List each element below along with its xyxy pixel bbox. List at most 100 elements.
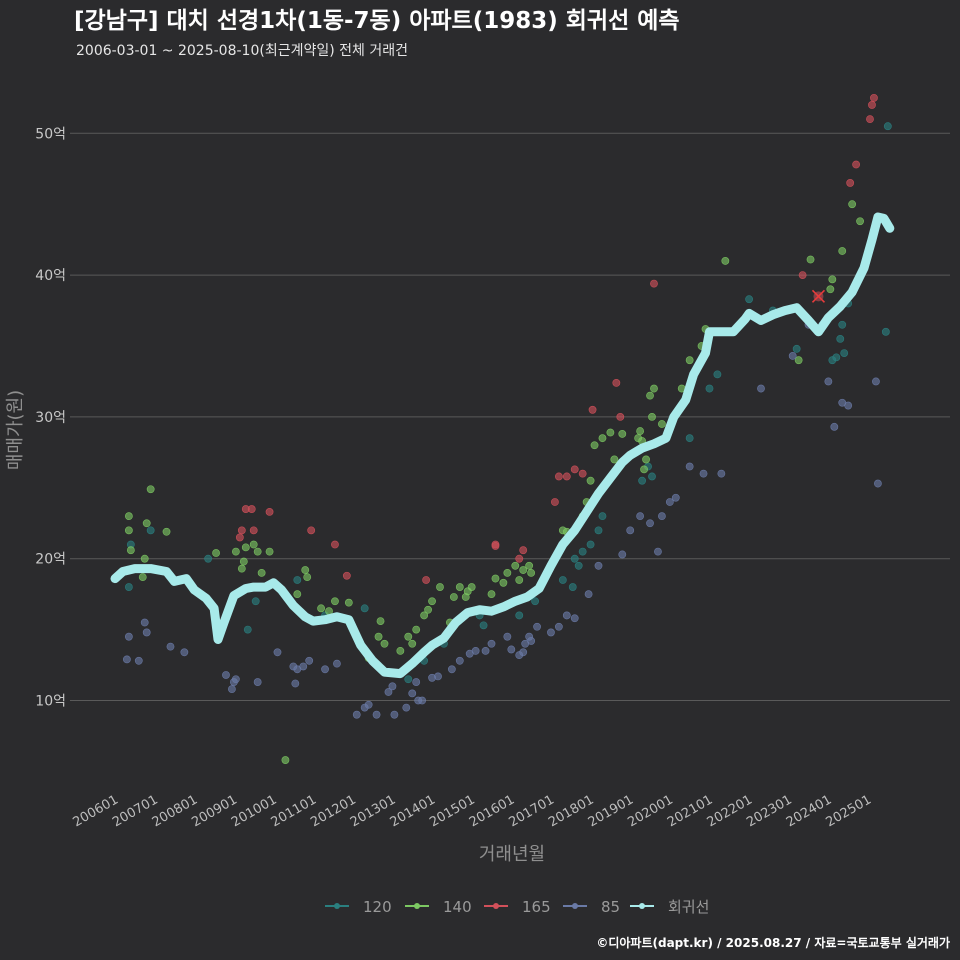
point-85	[874, 479, 882, 488]
point-85	[519, 648, 528, 657]
y-tick-labels: 10억 20억 30억 40억 50억	[35, 126, 66, 709]
point-140	[331, 597, 339, 606]
point-85	[166, 642, 175, 651]
point-140	[721, 257, 730, 265]
point-85	[321, 665, 329, 674]
point-140	[237, 564, 246, 573]
point-120	[792, 344, 801, 353]
point-85	[554, 622, 563, 631]
legend-label-165: 165	[522, 898, 551, 916]
point-140	[856, 217, 864, 226]
y-gridlines	[70, 132, 950, 701]
point-85	[481, 646, 490, 655]
point-140	[826, 285, 835, 294]
point-85	[547, 628, 555, 637]
point-140	[239, 557, 248, 566]
point-165	[870, 93, 878, 102]
point-140	[646, 391, 654, 400]
point-85	[671, 493, 680, 502]
point-85	[594, 561, 603, 570]
point-85	[228, 685, 236, 694]
point-140	[124, 512, 133, 521]
point-85	[333, 659, 341, 668]
point-140	[636, 427, 645, 435]
point-85	[872, 377, 880, 386]
point-165	[554, 472, 563, 481]
point-120	[685, 434, 694, 443]
point-85	[507, 645, 516, 654]
y-tick-40: 40억	[35, 268, 66, 284]
point-85	[134, 656, 143, 665]
point-85	[699, 469, 708, 478]
point-140	[408, 639, 417, 648]
point-140	[140, 554, 149, 563]
point-120	[883, 122, 892, 131]
point-140	[648, 412, 656, 421]
point-120	[204, 554, 213, 563]
point-140	[640, 465, 648, 474]
legend-dot-120	[334, 903, 340, 909]
point-120	[568, 583, 577, 591]
point-140	[685, 356, 694, 365]
point-140	[650, 384, 658, 393]
point-140	[424, 605, 432, 614]
point-140	[257, 568, 266, 577]
point-120	[598, 512, 607, 521]
point-85	[231, 675, 240, 684]
point-140	[241, 543, 250, 552]
point-165	[798, 271, 807, 279]
y-axis-title: 매매가(원)	[5, 390, 26, 470]
chart-subtitle: 2006-03-01 ~ 2025-08-10(최근계약일) 전체 거래건	[76, 43, 408, 59]
point-165	[578, 469, 587, 478]
point-165	[616, 412, 625, 421]
point-140	[265, 547, 274, 556]
point-85	[364, 700, 373, 709]
point-120	[713, 370, 722, 379]
point-120	[594, 526, 603, 535]
source-footer: ©디아파트(dapt.kr) / 2025.08.27 / 자료=국토교통부 실…	[596, 935, 950, 950]
point-165	[650, 279, 658, 288]
point-140	[281, 756, 290, 764]
point-85	[646, 519, 654, 528]
point-165	[612, 378, 621, 387]
point-120	[838, 320, 847, 329]
point-140	[590, 441, 599, 450]
point-140	[374, 632, 383, 641]
point-140	[838, 247, 847, 255]
point-85	[140, 618, 149, 627]
point-85	[455, 656, 464, 665]
x-axis-title: 거래년월	[479, 844, 545, 865]
point-140	[420, 611, 429, 620]
point-120	[832, 353, 841, 362]
point-85	[418, 696, 427, 705]
point-85	[626, 526, 635, 535]
point-165	[846, 179, 855, 187]
point-85	[142, 628, 151, 637]
point-120	[570, 554, 579, 563]
point-85	[757, 384, 765, 393]
point-120	[840, 349, 849, 357]
point-85	[384, 688, 393, 696]
point-85	[636, 512, 645, 521]
point-140	[126, 546, 135, 555]
point-140	[404, 632, 413, 641]
point-165	[249, 526, 258, 535]
point-120	[360, 604, 369, 613]
point-140	[794, 356, 803, 365]
legend-label-회귀선: 회귀선	[668, 898, 709, 916]
point-140	[527, 568, 536, 577]
point-140	[519, 566, 528, 574]
point-85	[305, 656, 314, 665]
y-tick-10: 10억	[35, 694, 66, 710]
trend-line-group	[110, 212, 895, 679]
point-140	[515, 576, 524, 584]
point-85	[584, 590, 593, 599]
point-165	[235, 533, 244, 542]
point-120	[586, 540, 595, 549]
legend-label-140: 140	[443, 898, 472, 916]
point-140	[658, 420, 666, 428]
point-85	[654, 547, 662, 556]
point-165	[342, 571, 351, 580]
point-85	[299, 662, 308, 671]
